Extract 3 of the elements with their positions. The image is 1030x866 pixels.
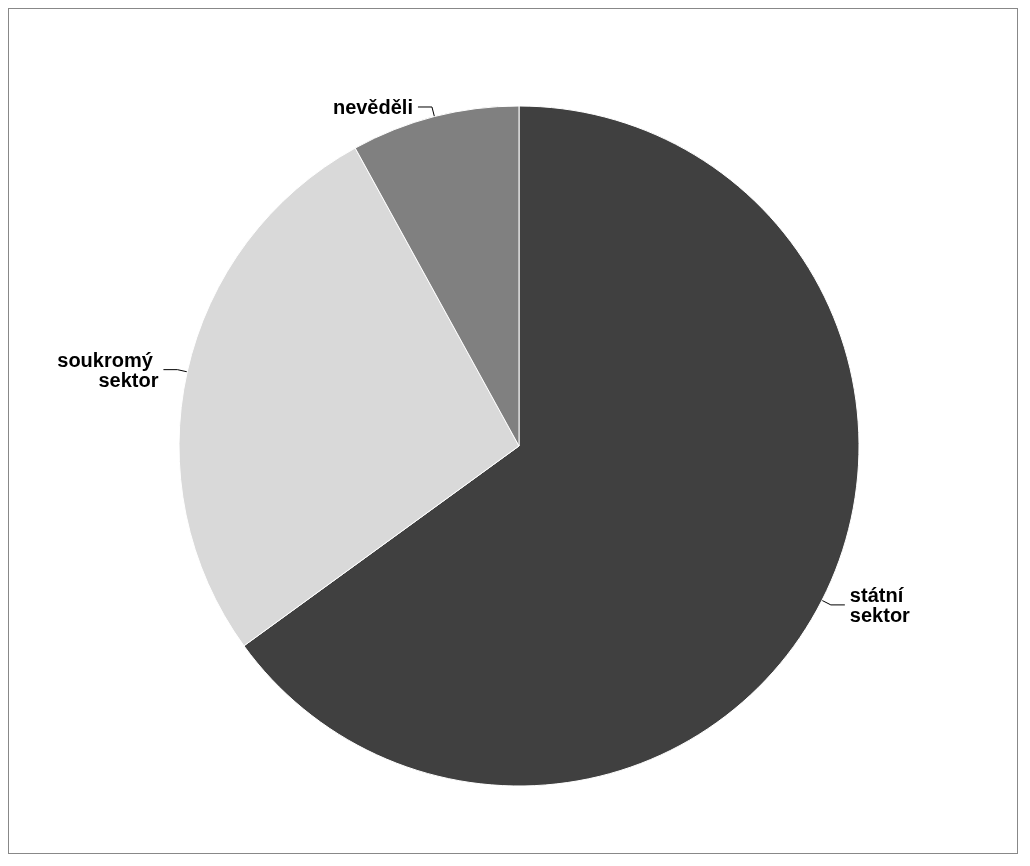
slice-label: státní sektor — [849, 583, 911, 626]
slice-label: soukromý sektor — [57, 348, 159, 391]
slice-label: nevěděli — [332, 96, 413, 118]
